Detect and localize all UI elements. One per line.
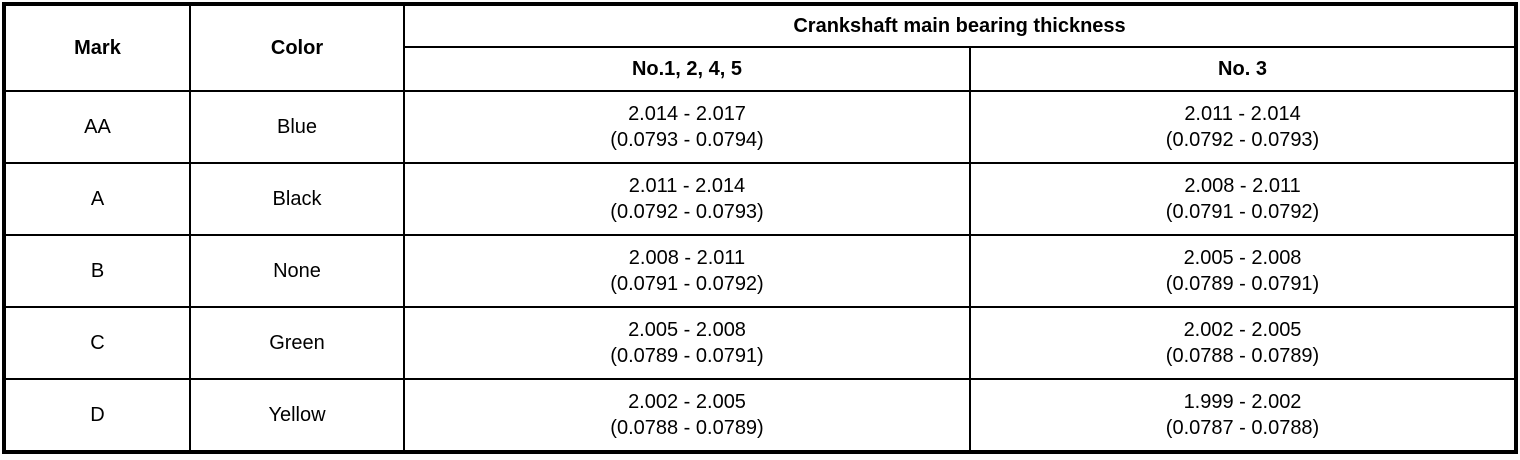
thickness-no1245-cell: 2.011 - 2.014 (0.0792 - 0.0793) (403, 162, 971, 236)
mark-cell: A (3, 162, 191, 236)
thickness-no1245-mm: 2.008 - 2.011 (628, 247, 746, 269)
thickness-no1245-mm: 2.011 - 2.014 (628, 175, 746, 197)
color-cell: None (189, 234, 405, 308)
thickness-no3-inch: (0.0792 - 0.0793) (1165, 129, 1320, 151)
thickness-no1245-inch: (0.0789 - 0.0791) (610, 345, 764, 367)
color-cell: Black (189, 162, 405, 236)
thickness-no3-cell: 2.008 - 2.011 (0.0791 - 0.0792) (968, 162, 1518, 236)
thickness-no1245-inch: (0.0791 - 0.0792) (610, 273, 764, 295)
thickness-no3-mm: 2.008 - 2.011 (1184, 175, 1301, 197)
thickness-no3-inch: (0.0787 - 0.0788) (1165, 417, 1320, 439)
thickness-no3-mm: 2.005 - 2.008 (1183, 247, 1302, 269)
mark-value: C (90, 332, 105, 354)
thickness-no3-inch: (0.0788 - 0.0789) (1165, 345, 1320, 367)
table-row: A Black 2.011 - 2.014 (0.0792 - 0.0793) … (3, 162, 1518, 236)
color-value: Green (269, 332, 325, 354)
column-header-no3: No. 3 (968, 46, 1518, 92)
thickness-no3-cell: 2.011 - 2.014 (0.0792 - 0.0793) (968, 90, 1518, 164)
column-group-header-thickness: Crankshaft main bearing thickness (402, 3, 1518, 48)
thickness-no1245-cell: 2.014 - 2.017 (0.0793 - 0.0794) (403, 90, 971, 164)
table-body: AA Blue 2.014 - 2.017 (0.0793 - 0.0794) … (3, 90, 1518, 453)
thickness-no1245-inch: (0.0793 - 0.0794) (610, 129, 764, 151)
thickness-no1245-cell: 2.002 - 2.005 (0.0788 - 0.0789) (403, 378, 971, 453)
table-header: Mark Color Crankshaft main bearing thick… (3, 3, 1518, 92)
mark-value: A (90, 188, 105, 210)
color-cell: Blue (189, 90, 405, 164)
table-row: C Green 2.005 - 2.008 (0.0789 - 0.0791) … (3, 306, 1518, 380)
thickness-no3-mm: 1.999 - 2.002 (1183, 391, 1302, 413)
color-value: None (273, 260, 321, 282)
thickness-no1245-mm: 2.005 - 2.008 (628, 319, 746, 341)
color-cell: Yellow (189, 378, 405, 453)
thickness-no3-mm: 2.011 - 2.014 (1184, 103, 1301, 125)
thickness-no1245-mm: 2.002 - 2.005 (628, 391, 746, 413)
thickness-no3-cell: 1.999 - 2.002 (0.0787 - 0.0788) (968, 378, 1518, 453)
color-value: Black (272, 188, 322, 210)
thickness-no3-cell: 2.005 - 2.008 (0.0789 - 0.0791) (968, 234, 1518, 308)
mark-value: B (90, 260, 105, 282)
color-value: Blue (276, 116, 318, 138)
color-value: Yellow (268, 404, 326, 426)
color-cell: Green (189, 306, 405, 380)
column-header-color: Color (189, 3, 405, 92)
table-row: D Yellow 2.002 - 2.005 (0.0788 - 0.0789)… (3, 378, 1518, 453)
mark-value: AA (84, 116, 111, 138)
mark-cell: AA (3, 90, 191, 164)
thickness-no3-inch: (0.0789 - 0.0791) (1165, 273, 1320, 295)
mark-cell: C (3, 306, 191, 380)
table-row: AA Blue 2.014 - 2.017 (0.0793 - 0.0794) … (3, 90, 1518, 164)
thickness-no1245-inch: (0.0792 - 0.0793) (610, 201, 764, 223)
thickness-no3-inch: (0.0791 - 0.0792) (1165, 201, 1320, 223)
thickness-no1245-cell: 2.008 - 2.011 (0.0791 - 0.0792) (403, 234, 971, 308)
mark-cell: D (3, 378, 191, 453)
mark-cell: B (3, 234, 191, 308)
thickness-no1245-mm: 2.014 - 2.017 (628, 103, 746, 125)
column-header-mark: Mark (3, 3, 191, 92)
mark-value: D (90, 404, 105, 426)
thickness-no3-cell: 2.002 - 2.005 (0.0788 - 0.0789) (968, 306, 1518, 380)
thickness-no1245-inch: (0.0788 - 0.0789) (610, 417, 764, 439)
thickness-no1245-cell: 2.005 - 2.008 (0.0789 - 0.0791) (403, 306, 971, 380)
thickness-no3-mm: 2.002 - 2.005 (1183, 319, 1302, 341)
table-row: B None 2.008 - 2.011 (0.0791 - 0.0792) 2… (3, 234, 1518, 308)
column-header-no1245: No.1, 2, 4, 5 (403, 46, 971, 92)
